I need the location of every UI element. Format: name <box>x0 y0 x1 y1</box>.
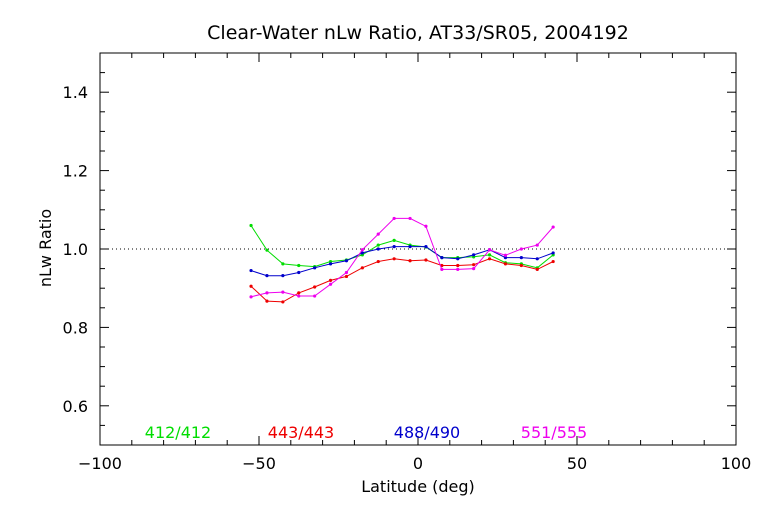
x-axis-label: Latitude (deg) <box>361 477 475 496</box>
data-point <box>408 245 412 249</box>
plot-area: −100 −50 0 50 100 0.6 0.8 1.0 1.2 1.4 412/412 443/4… <box>63 52 752 473</box>
data-point <box>344 259 349 263</box>
y-tick-label: 0.6 <box>63 397 88 416</box>
data-point <box>456 257 460 261</box>
series-line <box>250 225 554 269</box>
data-point <box>313 285 317 289</box>
data-point <box>360 248 364 252</box>
data-point <box>249 295 253 299</box>
data-point <box>472 253 476 257</box>
data-point <box>392 245 396 249</box>
data-point <box>519 256 523 260</box>
data-point <box>535 267 539 271</box>
chart-title: Clear-Water nLw Ratio, AT33/SR05, 200419… <box>207 22 629 44</box>
data-point <box>328 278 333 282</box>
data-point <box>376 232 380 236</box>
data-point <box>424 224 428 228</box>
legend-label: 443/443 <box>268 423 334 442</box>
data-point <box>472 263 476 267</box>
data-point <box>551 259 555 264</box>
x-tick-label: 100 <box>721 454 752 473</box>
legend-label: 412/412 <box>145 423 211 442</box>
data-point <box>328 282 333 286</box>
data-point <box>265 248 269 252</box>
data-point <box>249 284 253 288</box>
legend-label: 551/555 <box>521 423 587 442</box>
data-point <box>376 243 380 247</box>
data-point <box>392 216 396 221</box>
data-point <box>328 262 333 266</box>
data-point <box>313 266 317 270</box>
data-point <box>408 216 412 221</box>
y-tick-label: 1.4 <box>63 83 88 102</box>
data-point <box>360 251 364 255</box>
data-point <box>440 256 444 260</box>
legend-label: 488/490 <box>394 423 460 442</box>
data-point <box>344 270 349 275</box>
data-point <box>376 247 380 251</box>
data-point <box>392 238 396 242</box>
data-point <box>519 247 523 251</box>
data-point <box>487 257 492 261</box>
y-tick-label: 1.2 <box>63 162 88 181</box>
data-point <box>472 267 476 271</box>
data-point <box>408 259 412 263</box>
data-point <box>297 291 301 295</box>
data-point <box>328 259 333 264</box>
data-point <box>344 274 349 279</box>
series-line <box>250 258 554 303</box>
data-point <box>487 248 492 252</box>
data-point <box>265 274 269 278</box>
series-line <box>250 217 554 298</box>
data-point <box>297 270 301 275</box>
data-point <box>456 267 460 271</box>
data-point <box>551 225 555 229</box>
data-point <box>281 300 285 304</box>
data-point <box>297 294 301 298</box>
data-point <box>313 294 317 298</box>
data-point <box>392 257 396 261</box>
data-point <box>265 299 269 303</box>
data-point <box>503 262 508 266</box>
y-axis-label: nLw Ratio <box>36 209 55 287</box>
x-tick-label: 50 <box>567 454 587 473</box>
data-point <box>456 263 460 268</box>
data-point <box>376 259 380 264</box>
x-tick-label: 0 <box>413 454 423 473</box>
data-point <box>360 266 364 270</box>
data-point <box>249 268 253 273</box>
series-line <box>250 246 554 277</box>
data-point <box>424 245 428 249</box>
data-point <box>535 257 539 261</box>
data-point <box>519 263 523 268</box>
data-point <box>535 243 539 247</box>
y-tick-label: 1.0 <box>63 240 88 259</box>
data-point <box>551 251 555 255</box>
data-point <box>249 223 253 228</box>
x-tick-label: −50 <box>242 454 276 473</box>
data-point <box>424 258 428 262</box>
x-tick-label: −100 <box>78 454 122 473</box>
data-point <box>440 267 444 271</box>
y-tick-label: 0.8 <box>63 318 88 337</box>
data-point <box>503 253 508 257</box>
data-point <box>487 253 492 257</box>
data-point <box>297 263 301 268</box>
data-point <box>281 262 285 266</box>
data-point <box>503 256 508 260</box>
data-point <box>281 274 285 278</box>
data-point <box>265 291 269 295</box>
data-point <box>281 290 285 294</box>
